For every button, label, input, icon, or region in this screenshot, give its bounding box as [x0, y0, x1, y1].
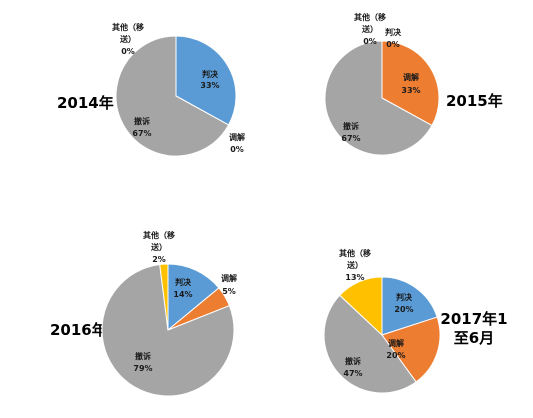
- slice-label-1-1: 调解 33%: [401, 72, 420, 95]
- pie-slice-3-3: [339, 276, 383, 337]
- pie-slice-1-1: [381, 40, 440, 127]
- pie-slice-2-0: [167, 263, 220, 332]
- svg-text:调解: 调解: [221, 273, 237, 283]
- pie-slice-0-2: [115, 35, 230, 157]
- svg-text:0%: 0%: [386, 40, 400, 49]
- chart-title-0: 2014年: [57, 94, 114, 112]
- chart-title-2: 2016年: [50, 321, 107, 339]
- pie-slice-2-3: [159, 263, 169, 331]
- slice-label-2-0: 判决 14%: [173, 277, 192, 299]
- svg-text:送）: 送）: [361, 24, 378, 34]
- svg-text:14%: 14%: [173, 290, 192, 299]
- svg-text:判决: 判决: [396, 292, 413, 302]
- slice-label-2-2: 撤诉 79%: [133, 351, 152, 373]
- svg-text:撤诉: 撤诉: [345, 356, 361, 366]
- svg-text:0%: 0%: [363, 37, 377, 46]
- svg-text:20%: 20%: [386, 351, 405, 360]
- svg-text:79%: 79%: [133, 364, 152, 373]
- svg-text:13%: 13%: [345, 273, 364, 282]
- svg-text:67%: 67%: [132, 129, 151, 138]
- svg-text:送）: 送）: [119, 34, 136, 44]
- svg-text:撤诉: 撤诉: [134, 116, 150, 126]
- pie-slice-2-2: [101, 263, 235, 397]
- slice-label-2-1: 调解 5%: [221, 273, 237, 296]
- svg-text:33%: 33%: [200, 81, 219, 90]
- svg-text:67%: 67%: [341, 134, 360, 143]
- chart-title-1: 2015年: [446, 92, 503, 110]
- chart-title-3-line2: 至6月: [454, 329, 494, 347]
- svg-text:调解: 调解: [403, 72, 419, 82]
- slice-label-0-1: 调解 0%: [229, 132, 245, 154]
- svg-text:2%: 2%: [152, 255, 166, 264]
- pie-chart-2: 2016年 判决 14% 调解 5% 撤诉 79% 其他（移 送） 2%: [50, 230, 237, 397]
- pie-slice-3-0: [381, 276, 438, 336]
- slice-label-1-3: 其他（移 送） 0%: [354, 12, 386, 46]
- slice-label-3-3: 其他（移 送） 13%: [339, 248, 371, 282]
- pie-slice-0-0: [175, 35, 237, 126]
- svg-text:判决: 判决: [385, 27, 402, 37]
- pie-chart-0: 2014年 判决 33% 调解 0% 撤诉 67% 其他（移 送） 0%: [57, 22, 245, 157]
- svg-text:调解: 调解: [388, 338, 404, 348]
- svg-text:0%: 0%: [230, 145, 244, 154]
- svg-text:调解: 调解: [229, 132, 245, 142]
- chart-title-3: 2017年1: [440, 310, 507, 328]
- svg-text:其他（移: 其他（移: [143, 230, 175, 240]
- svg-text:判决: 判决: [202, 69, 219, 79]
- slice-label-0-2: 撤诉 67%: [132, 116, 151, 138]
- svg-text:判决: 判决: [175, 277, 192, 287]
- slice-label-3-1: 调解 20%: [386, 338, 405, 360]
- slice-label-1-2: 撤诉 67%: [341, 121, 360, 143]
- pie-chart-1: 2015年 判决 0% 调解 33% 撤诉 67% 其他（移 送） 0%: [324, 12, 503, 156]
- pie-slice-1-2: [324, 40, 433, 156]
- svg-text:33%: 33%: [401, 86, 420, 95]
- svg-text:20%: 20%: [394, 305, 413, 314]
- pie-slice-3-1: [381, 316, 441, 383]
- slice-label-2-3: 其他（移 送） 2%: [143, 230, 175, 264]
- svg-text:送）: 送）: [346, 260, 363, 270]
- svg-text:其他（移: 其他（移: [339, 248, 371, 258]
- svg-text:47%: 47%: [343, 369, 362, 378]
- slice-label-3-2: 撤诉 47%: [343, 356, 362, 378]
- svg-text:其他（移: 其他（移: [112, 22, 144, 32]
- svg-text:5%: 5%: [222, 287, 236, 296]
- svg-text:撤诉: 撤诉: [343, 121, 359, 131]
- slice-label-0-3: 其他（移 送） 0%: [112, 22, 144, 56]
- slice-label-3-0: 判决 20%: [394, 292, 413, 314]
- svg-text:0%: 0%: [121, 47, 135, 56]
- slice-label-0-0: 判决 33%: [200, 69, 219, 90]
- svg-text:送）: 送）: [150, 242, 167, 252]
- pie-chart-3: 2017年1 至6月 判决 20% 调解 20% 撤诉 47% 其他（移 送） …: [323, 248, 508, 394]
- slice-label-1-0: 判决 0%: [385, 27, 402, 49]
- svg-text:撤诉: 撤诉: [135, 351, 151, 361]
- svg-text:其他（移: 其他（移: [354, 12, 386, 22]
- pie-slice-3-2: [323, 294, 417, 394]
